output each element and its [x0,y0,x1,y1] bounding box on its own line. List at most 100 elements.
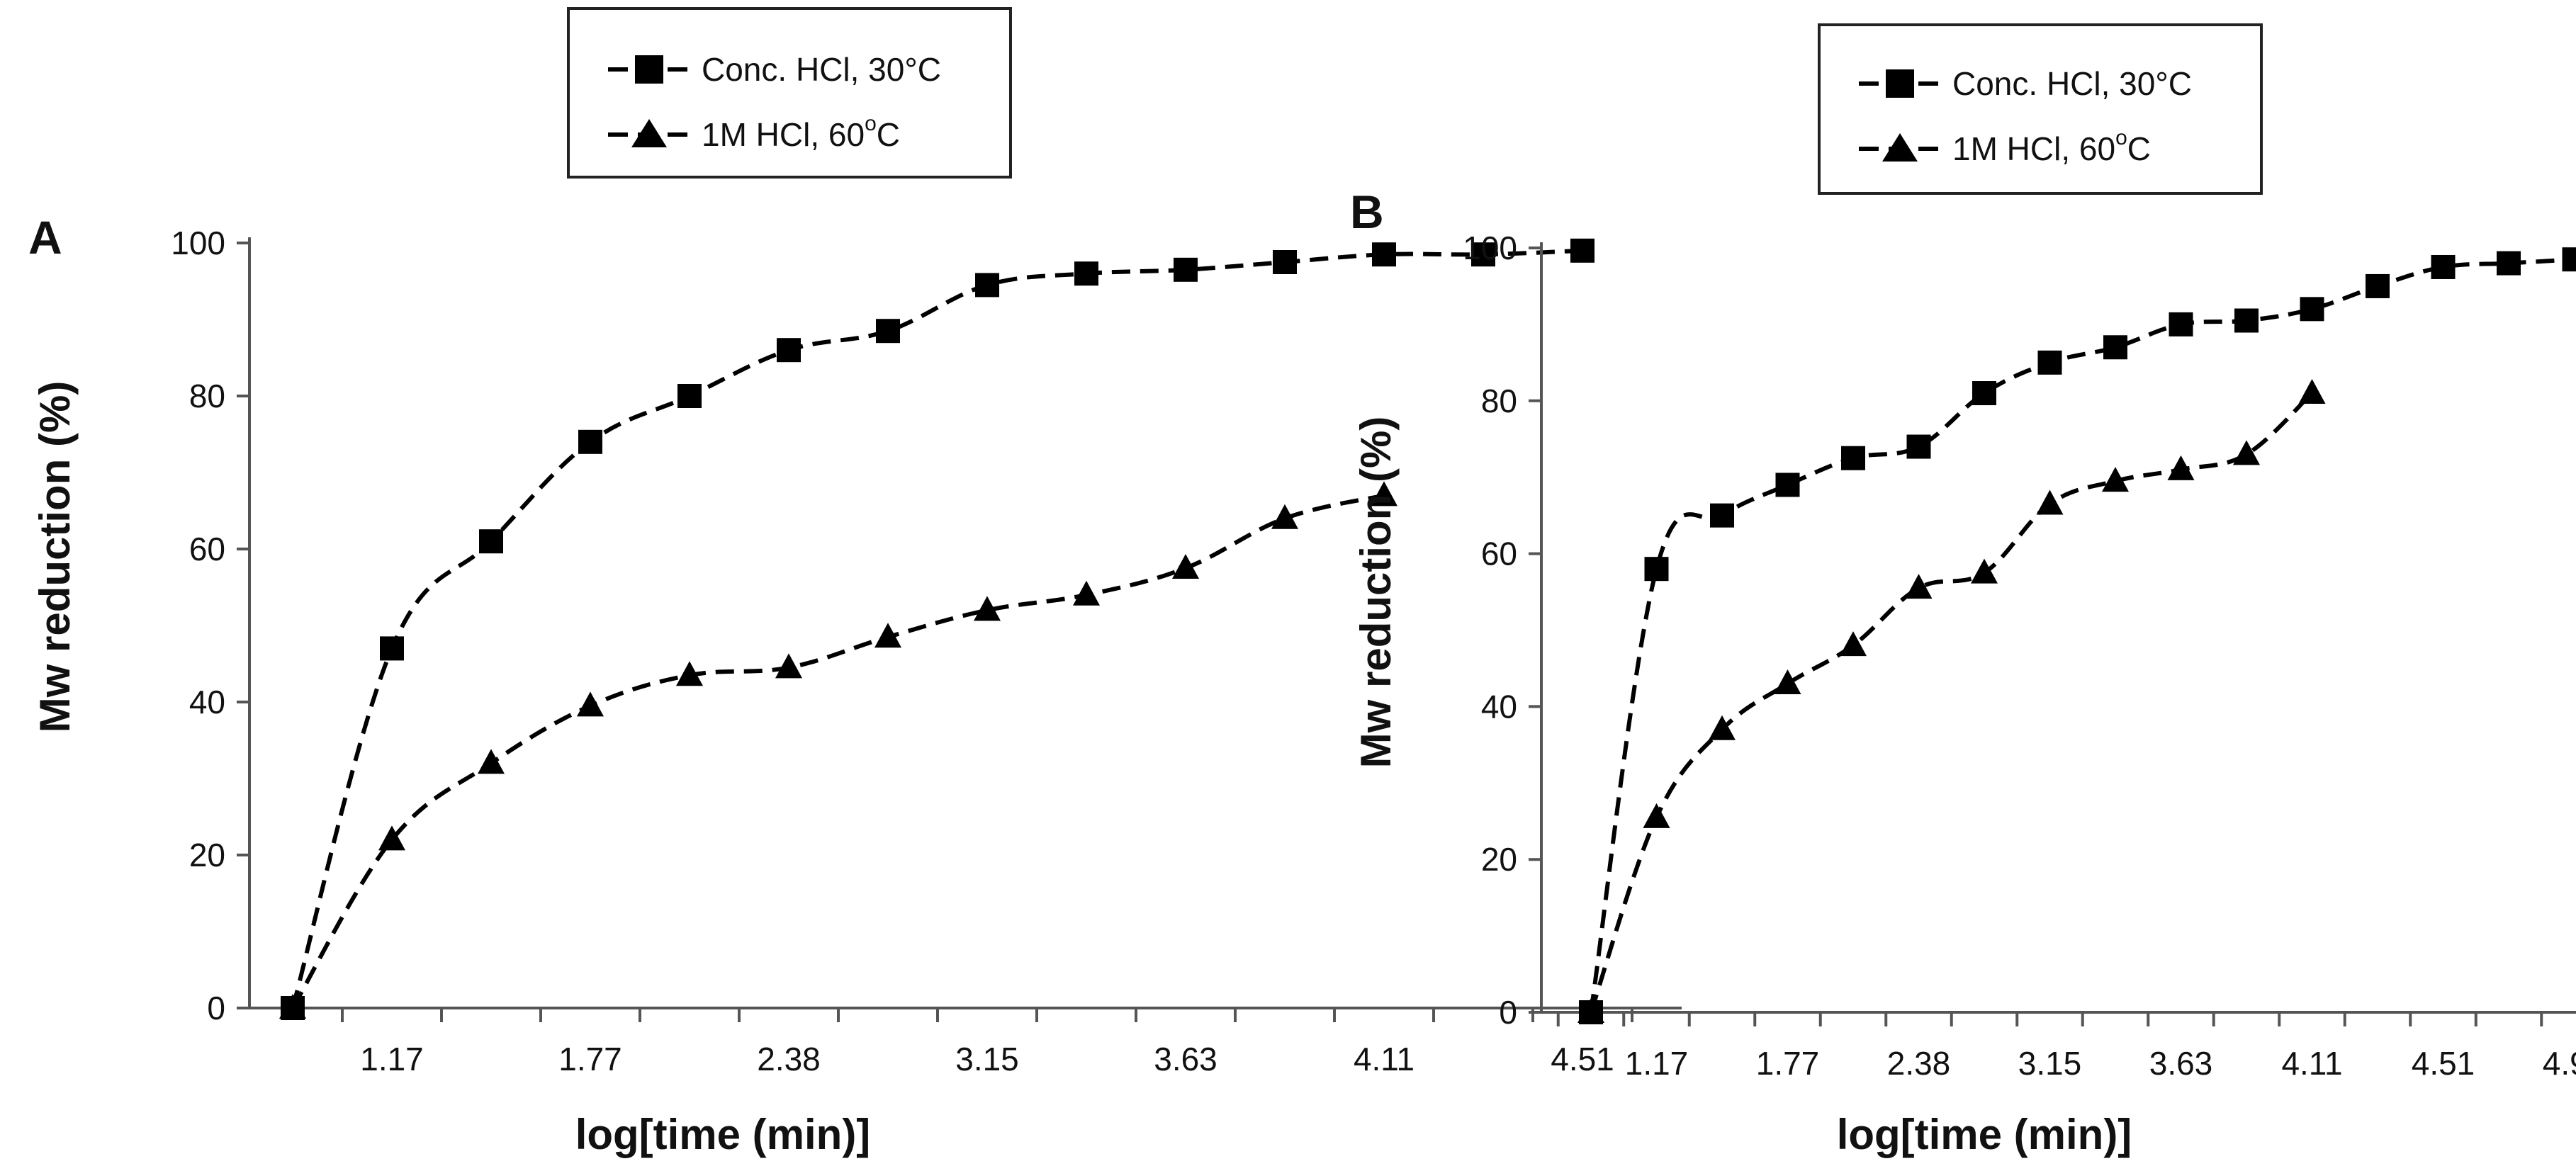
data-point-square [2497,251,2521,276]
data-point-triangle [1271,504,1298,529]
y-tick-label: 60 [189,531,225,567]
data-point-square [1372,242,1396,267]
data-point-square [1775,472,1800,497]
legend-marker-triangle [1882,133,1918,162]
y-tick-label: 40 [1481,688,1517,725]
x-tick-label: 1.17 [1625,1045,1689,1082]
legend-box [1818,23,2263,195]
legend-label-2: 1M HCl, 60oC [702,112,900,153]
data-point-square [1174,257,1198,282]
y-tick-label: 20 [189,837,225,873]
data-point-triangle [378,825,405,851]
data-point-triangle [1577,998,1604,1023]
y-tick-label: 40 [189,684,225,720]
legend: Conc. HCl, 30°C 1M HCl, 60oC [1818,23,2263,195]
data-point-triangle [279,994,306,1019]
x-tick-label: 1.77 [1756,1045,1820,1082]
data-point-triangle [2102,467,2129,492]
data-point-triangle [676,661,703,686]
series-line [1589,257,2575,1013]
x-axis-title: log[time (min)] [575,1111,871,1158]
data-point-triangle [1073,580,1100,606]
data-point-square [2037,350,2062,375]
data-point-triangle [1971,558,1998,584]
data-point-square [677,384,702,408]
data-point-square [2169,312,2193,336]
legend-box [567,7,1012,179]
data-point-triangle [1643,803,1670,828]
data-point-square [1972,381,1996,406]
y-tick-label: 80 [1481,383,1517,419]
data-point-triangle [2298,379,2326,404]
x-tick-label: 4.11 [2281,1045,2342,1082]
data-point-square [1471,242,1495,267]
y-axis-title: Mw reduction (%) [31,381,79,733]
x-tick-label: 3.63 [1154,1041,1217,1077]
legend-marker-square [635,55,663,84]
data-point-square [1074,261,1098,286]
y-axis-title: Mw reduction (%) [1352,417,1400,769]
panel-a: A Conc. HCl, 30°C 1M HCl, 60oC Mw reduct… [28,7,1682,1158]
data-point-triangle [1709,715,1736,740]
data-point-triangle [2167,455,2195,480]
data-point-square [2431,254,2456,279]
x-tick-label: 4.11 [1354,1041,1414,1077]
data-point-square [1644,557,1669,582]
plot-area: 0 20 40 60 80 100 1.17 1.77 2.38 3.15 3.63 4.11 4.51 [171,225,1682,1077]
data-point-triangle [2036,489,2064,515]
y-tick-label: 0 [207,990,225,1026]
panel-b: B Conc. HCl, 30°C 1M HCl, 60oC Mw reduct… [1350,23,2576,1158]
legend-label-2: 1M HCl, 60oC [1952,126,2151,167]
data-point-triangle [974,596,1001,621]
x-axis-title: log[time (min)] [1837,1111,2132,1158]
data-point-square [2300,297,2324,322]
data-point-square [479,529,503,554]
data-point-triangle [1840,631,1867,657]
data-point-square [2234,308,2259,333]
data-point-square [2562,247,2576,272]
data-point-triangle [775,653,802,679]
data-point-triangle [1172,554,1199,579]
data-point-square [975,273,999,298]
data-point-triangle [1774,669,1801,695]
x-tick-label: 4.51 [2412,1045,2475,1082]
data-point-triangle [874,623,901,648]
y-tick-label: 0 [1499,994,1517,1031]
x-tick-label: 2.38 [1887,1045,1951,1082]
x-tick-label: 3.15 [2018,1045,2082,1082]
data-point-square [876,319,900,344]
data-point-square [777,338,801,363]
data-point-triangle [577,691,604,717]
legend-marker-square [1886,69,1914,98]
y-tick-label: 100 [171,225,225,261]
legend-marker-triangle [631,119,667,147]
plot-area: 0 20 40 60 80 100 1.17 1.77 2.38 3.15 3.63 4.11 4.51… [1463,230,2576,1082]
panel-label: A [28,211,62,264]
x-tick-label: 3.63 [2149,1045,2213,1082]
series-line [1589,391,2314,1013]
data-point-square [2366,273,2390,298]
x-tick-label: 2.38 [757,1041,821,1077]
data-point-square [2103,335,2127,360]
series-line [291,493,1385,1009]
x-tick-label: 3.15 [955,1041,1019,1077]
legend-label-1: Conc. HCl, 30°C [702,51,941,88]
data-point-square [1841,446,1865,470]
data-point-square [1570,238,1594,263]
x-tick-label: 4.92 [2543,1045,2576,1082]
data-point-square [1906,434,1931,459]
y-tick-label: 80 [189,378,225,414]
legend-label-1: Conc. HCl, 30°C [1952,65,2192,102]
y-tick-label: 100 [1463,230,1517,266]
y-tick-label: 20 [1481,841,1517,878]
data-point-triangle [1371,481,1397,506]
panel-label: B [1350,186,1384,238]
x-tick-label: 1.17 [360,1041,424,1077]
y-tick-label: 60 [1481,536,1517,572]
data-point-square [578,429,602,454]
x-tick-label: 4.51 [1551,1041,1614,1077]
data-point-triangle [1905,574,1933,599]
legend: Conc. HCl, 30°C 1M HCl, 60oC [567,7,1012,179]
data-point-square [1710,503,1734,528]
